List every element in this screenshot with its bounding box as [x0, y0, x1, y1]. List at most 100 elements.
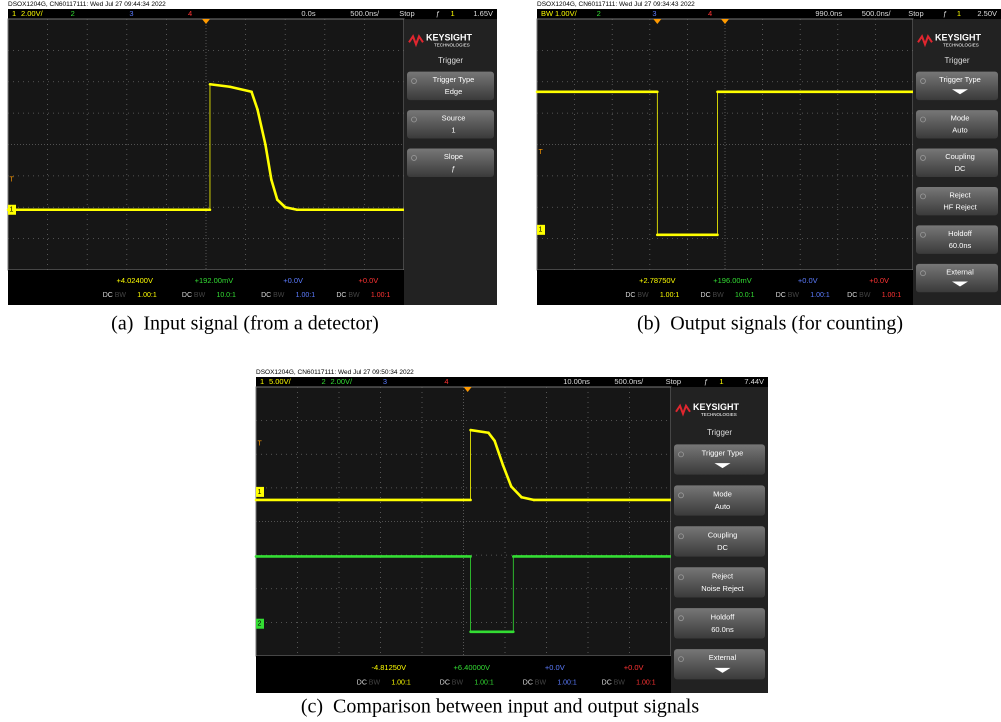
channel-offset: +0.0V — [545, 663, 565, 672]
menu-title: Trigger — [707, 428, 732, 437]
logo-text: KEYSIGHT — [693, 402, 740, 412]
softkey-value: HF Reject — [943, 202, 977, 211]
channel-bw: BW — [452, 679, 464, 686]
status-run: Stop — [666, 377, 681, 386]
oscilloscope-screenshot: DSOX1204G, CN60117111: Wed Jul 27 09:34:… — [537, 1, 1001, 334]
channel-probe: 1.00:1 — [882, 292, 902, 299]
softkey-value: ƒ — [451, 164, 455, 173]
channel-coupling: DC — [182, 292, 192, 299]
status-run: Stop — [399, 9, 414, 18]
channel-coupling: DC — [847, 292, 857, 299]
channel-number: 4 — [708, 9, 712, 18]
channel-number: 1 — [12, 9, 16, 18]
channel-coupling: DC — [103, 292, 113, 299]
channel-coupling: DC — [602, 679, 612, 686]
channel-probe: 1.00:1 — [660, 292, 680, 299]
channel-bw: BW — [535, 679, 547, 686]
status-delay: 0.0s — [301, 9, 315, 18]
channel-offset: -4.81250V — [371, 663, 406, 672]
softkey-label: Coupling — [945, 152, 975, 161]
oscilloscope-screenshot: DSOX1204G, CN60117111: Wed Jul 27 09:44:… — [8, 1, 497, 334]
channel-bw: BW — [713, 292, 725, 299]
channel-bw: BW — [788, 292, 800, 299]
figure: DSOX1204G, CN60117111: Wed Jul 27 09:44:… — [0, 0, 1001, 722]
channel-probe: 1.00:1 — [371, 292, 391, 299]
status-trigger-source: 1 — [451, 9, 455, 18]
marker-label: 1 — [539, 227, 543, 234]
channel-probe: 1.00:1 — [557, 679, 577, 686]
status-trigger: ƒ — [704, 377, 708, 386]
channel-bw: BW — [369, 679, 381, 686]
channel-scale: 1.00V/ — [555, 9, 578, 18]
channel-coupling: DC — [625, 292, 635, 299]
softkey-value: 60.0ns — [711, 625, 734, 634]
softkey-label: Trigger Type — [433, 75, 475, 84]
channel-offset: +196.00mV — [713, 276, 752, 285]
channel-probe: 10.0:1 — [216, 292, 236, 299]
channel-bw: BW — [348, 292, 360, 299]
logo-subtext: TECHNOLOGIES — [701, 412, 737, 417]
channel-scale: 2.00V/ — [330, 377, 353, 386]
channel-number: 3 — [652, 9, 656, 18]
channel-coupling: DC — [440, 679, 450, 686]
status-trigger-level: 7.44V — [744, 377, 764, 386]
channel-scale: 5.00V/ — [269, 377, 292, 386]
softkey-value: Auto — [715, 502, 730, 511]
channel-probe: 1.00:1 — [391, 679, 411, 686]
channel-offset: +0.0V — [283, 276, 303, 285]
readout-bar — [256, 656, 671, 693]
softkey-label: External — [946, 267, 974, 276]
softkey-value: DC — [955, 164, 966, 173]
oscilloscope-screenshot: DSOX1204G, CN60117111: Wed Jul 27 09:50:… — [256, 369, 768, 717]
status-trigger-level: 1.65V — [473, 9, 493, 18]
softkey-label: Coupling — [708, 530, 738, 539]
status-delay: 990.0ns — [815, 9, 842, 18]
softkey-label: Trigger Type — [939, 75, 981, 84]
marker-label: T — [10, 176, 15, 183]
channel-scale: 2.00V/ — [21, 9, 44, 18]
softkey-label: Source — [442, 114, 466, 123]
channel-coupling: DC — [523, 679, 533, 686]
channel-bw: BW — [614, 679, 626, 686]
channel-coupling: DC — [261, 292, 271, 299]
channel-number: 3 — [129, 9, 133, 18]
status-timebase: 500.0ns/ — [862, 9, 892, 18]
channel-probe: 1.00:1 — [296, 292, 316, 299]
logo-subtext: TECHNOLOGIES — [943, 43, 979, 48]
status-trigger-source: 1 — [719, 377, 723, 386]
channel-bw: BW — [194, 292, 206, 299]
caption: (b) Output signals (for counting) — [637, 313, 903, 335]
channel-offset: +0.0V — [624, 663, 644, 672]
caption: (a) Input signal (from a detector) — [111, 313, 379, 335]
channel-probe: 1.00:1 — [137, 292, 157, 299]
marker-label: T — [258, 440, 263, 447]
softkey-value: Noise Reject — [701, 584, 744, 593]
channel-number: 2 — [597, 9, 601, 18]
softkey-value: Auto — [952, 126, 967, 135]
status-bar — [537, 9, 1001, 19]
channel-coupling: DC — [776, 292, 786, 299]
logo-text: KEYSIGHT — [935, 33, 982, 43]
header-text: DSOX1204G, CN60117111: Wed Jul 27 09:44:… — [8, 1, 166, 8]
channel-bw: BW — [115, 292, 127, 299]
softkey-label: Mode — [951, 114, 970, 123]
marker-label: 2 — [258, 621, 262, 628]
menu-title: Trigger — [944, 56, 969, 65]
channel-number: BW — [541, 9, 554, 18]
status-run: Stop — [908, 9, 923, 18]
status-trigger: ƒ — [943, 9, 947, 18]
status-trigger: ƒ — [436, 9, 440, 18]
channel-number: 1 — [260, 377, 264, 386]
logo-text: KEYSIGHT — [426, 33, 473, 43]
logo-subtext: TECHNOLOGIES — [434, 43, 470, 48]
channel-number: 4 — [188, 9, 192, 18]
channel-probe: 10.0:1 — [735, 292, 755, 299]
channel-bw: BW — [273, 292, 285, 299]
status-timebase: 500.0ns/ — [614, 377, 644, 386]
channel-number: 2 — [71, 9, 75, 18]
softkey-value: 60.0ns — [949, 241, 972, 250]
softkey-label: Trigger Type — [702, 448, 744, 457]
channel-bw: BW — [859, 292, 871, 299]
channel-number: 3 — [383, 377, 387, 386]
marker-label: 1 — [10, 207, 14, 214]
